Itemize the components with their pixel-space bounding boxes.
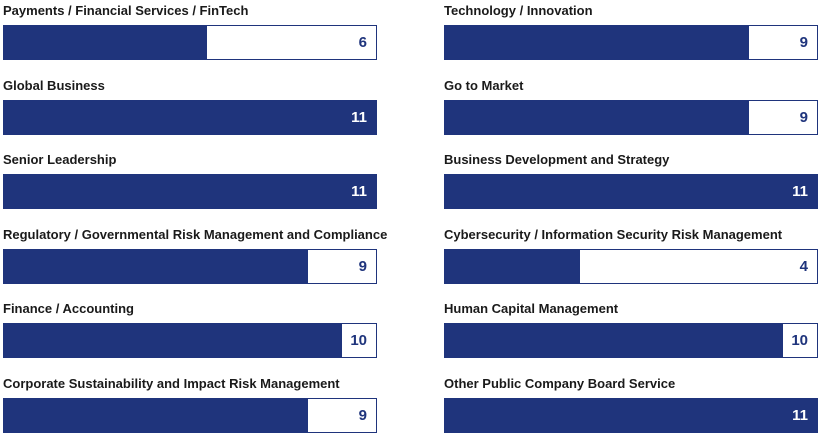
bar-value-label: 9 [799, 34, 808, 51]
bar-track: 6 [3, 25, 377, 60]
category-label: Cybersecurity / Information Security Ris… [444, 226, 783, 242]
bar-value-label: 11 [351, 183, 367, 201]
bar-track: 9 [444, 99, 818, 135]
category-label: Business Development and Strategy [444, 152, 670, 168]
bar-fill [4, 175, 376, 209]
skills-bar-chart: Payments / Financial Services / FinTech 6… [3, 0, 818, 435]
bar-track: 11 [444, 174, 818, 210]
chart-item: Business Development and Strategy 11 [444, 149, 818, 224]
category-label: Other Public Company Board Service [444, 375, 676, 391]
chart-item: Human Capital Management 10 [444, 298, 818, 373]
chart-item: Corporate Sustainability and Impact Risk… [3, 373, 377, 448]
bar-track: 10 [444, 323, 818, 359]
chart-item: Technology / Innovation 9 [444, 0, 818, 75]
chart-item: Go to Market 9 [444, 75, 818, 150]
bar-track: 11 [3, 99, 377, 135]
bar-value-label: 10 [791, 332, 808, 350]
bar-fill [4, 324, 343, 358]
bar-fill [445, 175, 817, 209]
bar-value-label: 10 [350, 332, 367, 350]
bar-fill [4, 26, 207, 59]
category-label: Technology / Innovation [444, 3, 593, 18]
category-label: Global Business [3, 77, 105, 93]
bar-value-label: 9 [358, 257, 367, 275]
chart-item: Other Public Company Board Service 11 [444, 373, 818, 448]
category-label: Payments / Financial Services / FinTech [3, 3, 249, 18]
bar-fill [4, 249, 309, 283]
bar-track: 10 [3, 323, 377, 359]
chart-item: Payments / Financial Services / FinTech 6 [3, 0, 377, 75]
bar-value-label: 6 [358, 34, 367, 51]
chart-item: Cybersecurity / Information Security Ris… [444, 224, 818, 299]
bar-track: 4 [444, 248, 818, 284]
category-label: Regulatory / Governmental Risk Managemen… [3, 226, 388, 242]
chart-item: Senior Leadership 11 [3, 149, 377, 224]
bar-fill [445, 249, 581, 283]
bar-track: 9 [444, 25, 818, 60]
bar-fill [445, 100, 750, 134]
category-label: Finance / Accounting [3, 301, 134, 317]
bar-value-label: 9 [358, 406, 367, 424]
bar-track: 11 [3, 174, 377, 210]
bar-value-label: 11 [792, 406, 808, 424]
bar-track: 9 [3, 248, 377, 284]
bar-fill [445, 324, 784, 358]
category-label: Go to Market [444, 77, 524, 93]
bar-fill [4, 100, 376, 134]
category-label: Human Capital Management [444, 301, 619, 317]
bar-track: 11 [444, 397, 818, 433]
bar-value-label: 11 [792, 183, 808, 201]
category-label: Senior Leadership [3, 152, 117, 168]
bar-fill [445, 26, 750, 59]
chart-item: Finance / Accounting 10 [3, 298, 377, 373]
bar-track: 9 [3, 397, 377, 433]
bar-value-label: 4 [799, 257, 808, 275]
bar-value-label: 9 [799, 108, 808, 126]
bar-fill [4, 398, 309, 432]
chart-item: Global Business 11 [3, 75, 377, 150]
chart-item: Regulatory / Governmental Risk Managemen… [3, 224, 387, 299]
category-label: Corporate Sustainability and Impact Risk… [3, 375, 340, 391]
bar-value-label: 11 [351, 108, 367, 126]
bar-fill [445, 398, 817, 432]
